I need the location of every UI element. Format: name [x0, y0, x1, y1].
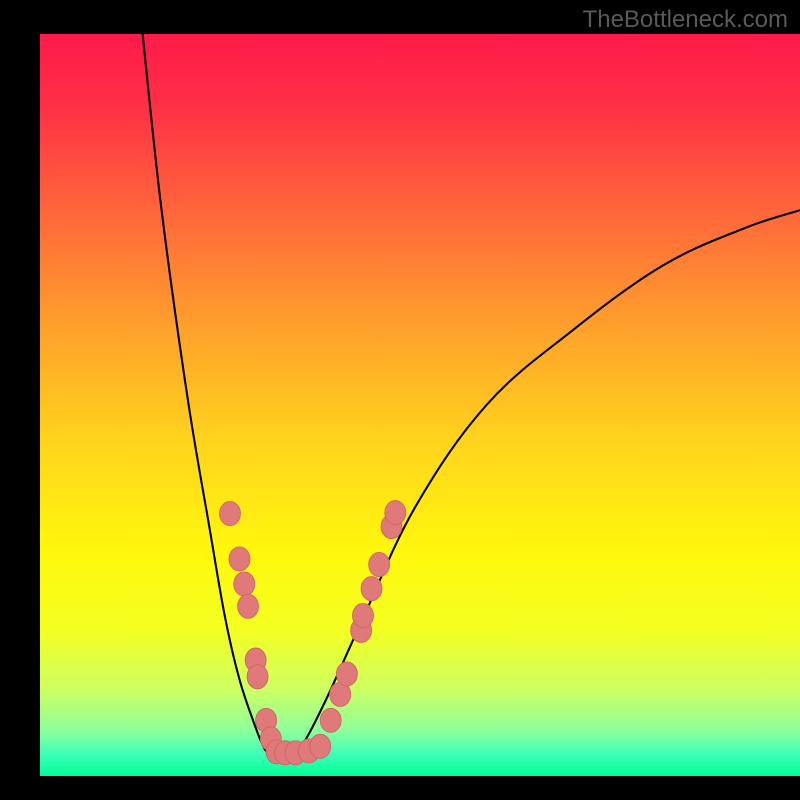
data-dot — [361, 577, 382, 601]
plot-area — [40, 34, 800, 776]
data-dot — [247, 665, 268, 689]
data-dot — [229, 547, 250, 571]
data-dot — [310, 734, 331, 758]
data-dot — [353, 603, 374, 627]
watermark-text: TheBottleneck.com — [583, 6, 788, 34]
data-dot — [369, 552, 390, 576]
bottleneck-chart — [40, 34, 800, 776]
data-dot — [320, 708, 341, 732]
data-dot — [336, 662, 357, 686]
data-dot — [385, 501, 406, 525]
data-dot — [234, 572, 255, 596]
data-dot — [220, 501, 241, 525]
data-dot — [238, 594, 259, 618]
